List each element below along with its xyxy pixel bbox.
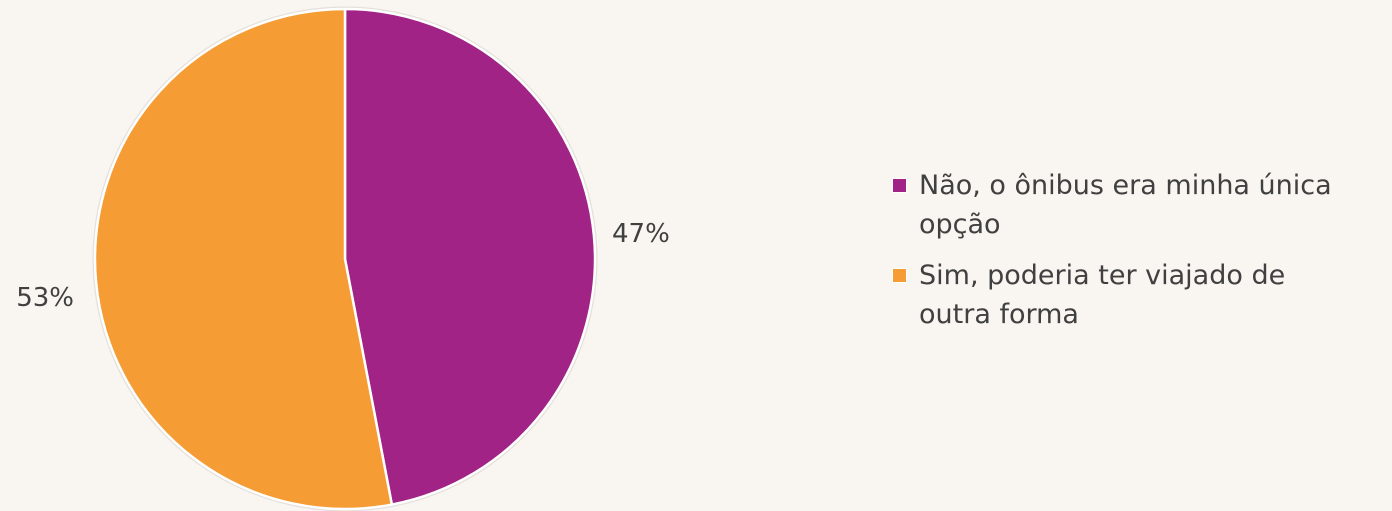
pie-slice-sim xyxy=(93,7,394,511)
data-label-sim: 53% xyxy=(16,283,74,313)
chart-legend: Não, o ônibus era minha única opção Sim,… xyxy=(892,166,1382,346)
pie-slice-nao xyxy=(343,7,597,506)
pie-data-labels: 47% 53% xyxy=(16,219,670,313)
legend-swatch-nao xyxy=(892,178,907,193)
legend-item-nao: Não, o ônibus era minha única opção xyxy=(892,166,1382,244)
legend-item-sim: Sim, poderia ter viajado de outra forma xyxy=(892,256,1382,334)
pie-slices xyxy=(92,6,598,511)
legend-label-nao: Não, o ônibus era minha única opção xyxy=(919,170,1332,240)
data-label-nao: 47% xyxy=(612,219,670,249)
legend-label-sim: Sim, poderia ter viajado de outra forma xyxy=(919,260,1286,330)
legend-swatch-sim xyxy=(892,268,907,283)
